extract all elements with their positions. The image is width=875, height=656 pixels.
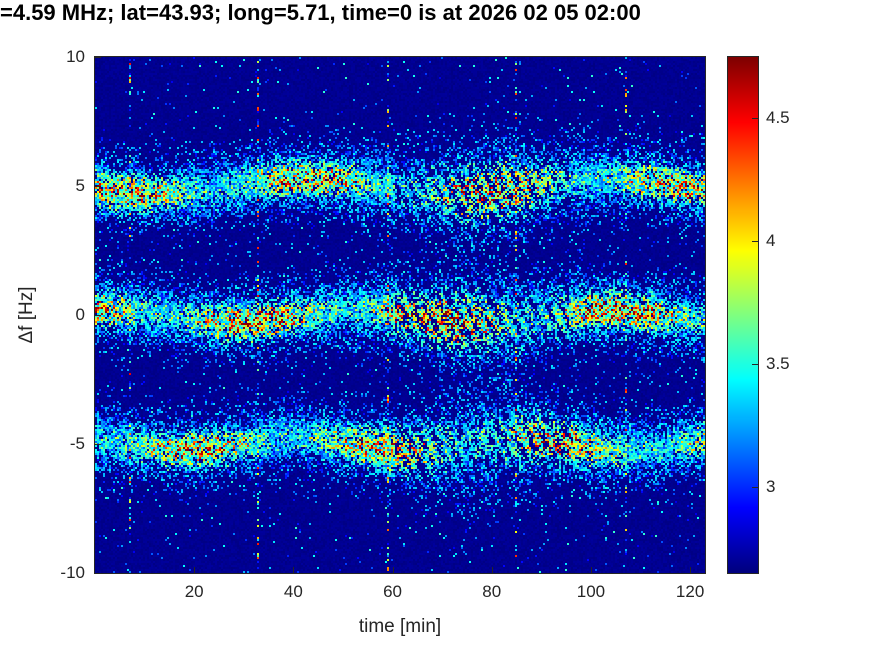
x-tick-mark	[491, 567, 493, 573]
y-tick-label: -10	[60, 563, 85, 582]
x-tick-mark	[590, 567, 592, 573]
colorbar-tick-label: 3.5	[766, 354, 790, 374]
colorbar-tick-label: 4.5	[766, 108, 790, 128]
x-tick-mark	[690, 567, 692, 573]
y-tick-mark	[95, 57, 101, 58]
y-tick-label: 10	[66, 47, 85, 66]
chart-title: =4.59 MHz; lat=43.93; long=5.71, time=0 …	[0, 0, 641, 25]
x-tick-label: 100	[576, 582, 606, 601]
y-tick-label: 0	[75, 305, 85, 324]
spectrogram-heatmap	[95, 57, 705, 573]
x-tick-label: 60	[383, 582, 402, 601]
colorbar-tick-label: 4	[766, 231, 776, 251]
y-tick-mark	[95, 444, 101, 445]
x-tick-label: 80	[482, 582, 502, 601]
colorbar-tick-mark	[752, 364, 758, 366]
y-tick-mark	[95, 315, 101, 316]
colorbar-tick-mark	[752, 118, 758, 120]
x-tick-mark	[293, 567, 295, 573]
x-axis-label: time [min]	[358, 616, 442, 637]
colorbar-tick-label: 3	[766, 477, 776, 496]
colorbar-tick-mark	[752, 487, 758, 488]
y-tick-mark	[95, 573, 101, 574]
colorbar	[728, 57, 758, 573]
x-tick-mark	[392, 567, 394, 573]
y-tick-mark	[95, 186, 101, 187]
x-tick-label: 20	[184, 582, 204, 601]
x-tick-label: 120	[675, 582, 705, 601]
y-tick-label: 5	[75, 176, 85, 195]
x-tick-mark	[194, 567, 196, 573]
y-tick-label: -5	[69, 434, 85, 453]
x-tick-label: 40	[283, 582, 303, 601]
colorbar-tick-mark	[752, 241, 758, 243]
